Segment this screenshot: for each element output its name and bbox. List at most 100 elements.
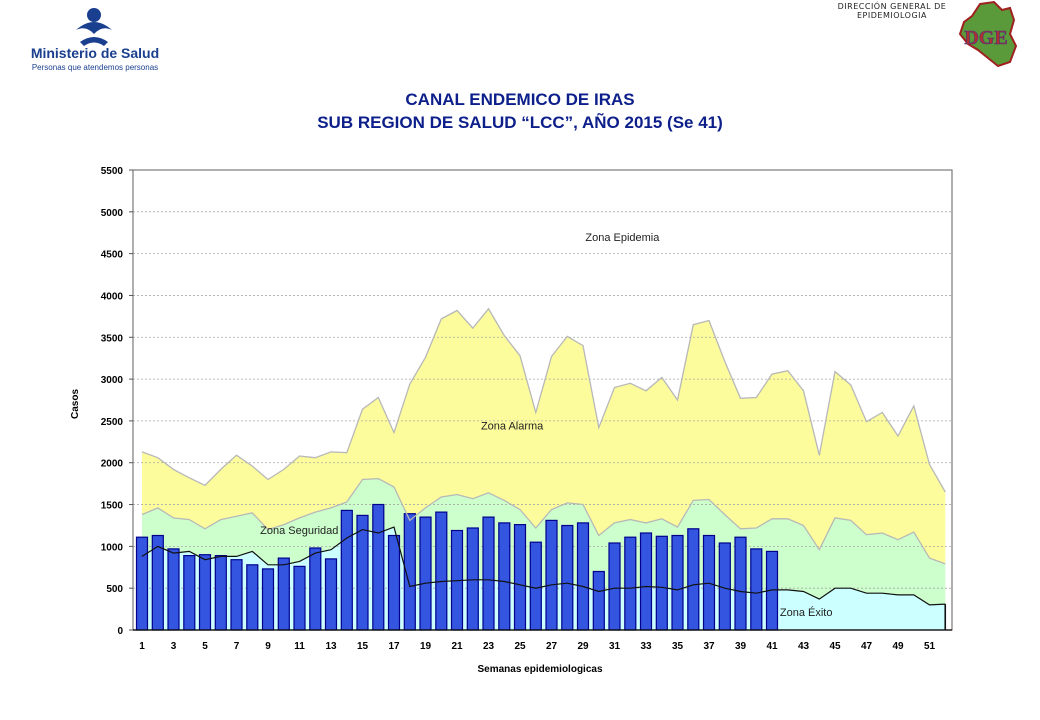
tick-labels: 0 500 1000 1500 2000 2500 3000 3500 4000 4500 5000… (101, 166, 936, 652)
chart-title: CANAL ENDEMICO DE IRAS (405, 90, 635, 109)
y-tick-label: 1500 (101, 501, 124, 512)
bar-week-28 (561, 524, 574, 631)
zone-label: Zona Seguridad (260, 525, 338, 537)
bar-week-1 (135, 536, 149, 631)
x-tick-label: 21 (451, 641, 463, 652)
y-tick-label: 5000 (101, 208, 124, 219)
ministry-name: Ministerio de Salud (31, 45, 159, 61)
bar-week-22 (466, 527, 479, 631)
bar-week-12 (309, 547, 322, 631)
chart-subtitle: SUB REGION DE SALUD “LCC”, AÑO 2015 (Se … (317, 113, 723, 132)
x-tick-label: 23 (483, 641, 495, 652)
zone-label: Zona Alarma (481, 420, 544, 432)
x-tick-label: 31 (609, 641, 621, 652)
bar-week-14 (340, 509, 353, 631)
dge-caption: DIRECCIÓN GENERAL DE EPIDEMIOLOGIA (826, 2, 958, 20)
x-tick-label: 33 (640, 641, 652, 652)
dge-logo: DGE (958, 0, 1018, 68)
x-tick-label: 5 (202, 641, 208, 652)
endemic-channel-chart: 0 500 1000 1500 2000 2500 3000 3500 4000 4500 5000… (70, 166, 953, 675)
x-tick-label: 49 (892, 641, 904, 652)
y-tick-label: 0 (117, 626, 123, 637)
bar-week-33 (639, 532, 653, 631)
x-tick-label: 41 (766, 641, 778, 652)
x-tick-label: 29 (577, 641, 589, 652)
peru-map-icon (958, 0, 1018, 68)
x-tick-label: 25 (514, 641, 526, 652)
bar-week-34 (655, 535, 668, 631)
bar-week-39 (734, 536, 747, 631)
bar-week-7 (230, 559, 243, 631)
y-tick-label: 1000 (101, 542, 124, 553)
x-tick-label: 15 (357, 641, 369, 652)
bar-week-30 (592, 570, 605, 631)
zone-label: Zona Epidemia (585, 232, 660, 244)
bar-week-2 (151, 534, 164, 631)
bar-week-26 (529, 541, 542, 631)
y-tick-label: 5500 (101, 166, 124, 177)
x-tick-label: 47 (861, 641, 873, 652)
exito-boundary-line (141, 526, 946, 606)
bar-week-13 (324, 558, 338, 631)
bar-week-27 (545, 519, 558, 631)
bar-week-10 (277, 557, 290, 631)
bar-week-23 (482, 516, 495, 631)
zona-alarma-area (142, 308, 946, 564)
bar-week-19 (419, 516, 432, 631)
x-tick-label: 19 (420, 641, 432, 652)
bar-week-6 (214, 555, 227, 631)
x-tick-label: 7 (234, 641, 240, 652)
bar-week-36 (687, 528, 700, 631)
y-tick-label: 4500 (101, 250, 124, 261)
y-tick-label: 4000 (101, 291, 124, 302)
x-tick-label: 45 (829, 641, 841, 652)
x-tick-label: 3 (171, 641, 177, 652)
bar-week-5 (198, 554, 212, 631)
bar-week-20 (435, 511, 448, 631)
zone-boundary-lines (141, 307, 947, 630)
bar-week-24 (498, 522, 511, 631)
y-axis-label: Casos (70, 389, 81, 419)
bar-week-40 (750, 548, 763, 631)
dge-caption-line2: EPIDEMIOLOGIA (856, 11, 927, 20)
dge-caption-line1: DIRECCIÓN GENERAL DE (837, 2, 947, 11)
bar-week-35 (671, 534, 684, 631)
x-tick-label: 39 (735, 641, 747, 652)
dge-logo-text: DGE (964, 27, 1007, 49)
bar-week-3 (167, 548, 180, 631)
zone-areas (133, 170, 952, 630)
bar-week-29 (576, 522, 590, 631)
bar-week-11 (293, 565, 306, 631)
bar-week-25 (513, 524, 527, 631)
ministry-slogan: Personas que atendemos personas (32, 63, 158, 72)
zone-labels: Zona Epidemia Zona Alarma Zona Seguridad Zo… (260, 232, 832, 619)
chart-axes (132, 169, 953, 631)
bar-week-17 (387, 534, 401, 631)
x-tick-label: 43 (798, 641, 810, 652)
x-tick-label: 35 (672, 641, 684, 652)
bar-week-31 (608, 542, 621, 631)
ministry-emblem-icon (76, 8, 112, 46)
x-tick-label: 37 (703, 641, 715, 652)
bar-week-15 (356, 514, 369, 631)
x-tick-label: 11 (294, 641, 305, 652)
zone-label: Zona Éxito (780, 606, 833, 619)
y-tick-label: 2500 (101, 417, 124, 428)
x-tick-label: 51 (924, 641, 936, 652)
bar-week-4 (183, 555, 196, 631)
bar-week-32 (624, 536, 637, 631)
bar-week-16 (372, 503, 385, 631)
y-tick-label: 500 (106, 584, 123, 595)
x-tick-label: 17 (388, 641, 400, 652)
case-bars (135, 503, 779, 631)
alarma-boundary-line (141, 307, 946, 493)
x-axis-label: Semanas epidemiologicas (477, 664, 602, 675)
x-tick-label: 27 (546, 641, 558, 652)
y-tick-label: 3000 (101, 375, 124, 386)
bar-week-9 (261, 568, 275, 631)
bar-week-8 (246, 564, 259, 631)
seguridad-boundary-line (141, 477, 946, 565)
ministerio-de-salud-logo: Ministerio de Salud Personas que atendem… (31, 8, 159, 72)
x-tick-label: 1 (139, 641, 145, 652)
x-tick-label: 13 (325, 641, 337, 652)
